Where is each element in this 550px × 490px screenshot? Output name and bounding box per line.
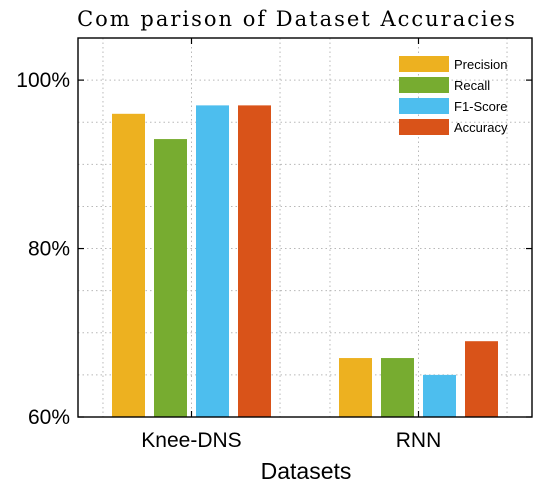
legend-label: Accuracy: [454, 120, 508, 135]
bar-accuracy-rnn: [465, 341, 498, 417]
bar-recall-knee-dns: [154, 139, 187, 418]
legend-label: Recall: [454, 78, 490, 93]
legend-swatch: [399, 77, 449, 93]
bar-recall-rnn: [381, 358, 414, 417]
y-tick-label: 60%: [28, 406, 70, 429]
chart-title: Com parison of Dataset Accuracies: [77, 7, 517, 31]
x-tick-label: RNN: [396, 429, 442, 452]
bar-accuracy-knee-dns: [238, 105, 271, 417]
legend-label: Precision: [454, 57, 507, 72]
bar-precision-rnn: [339, 358, 372, 417]
x-tick-label: Knee-DNS: [141, 429, 241, 452]
y-tick-label: 100%: [16, 69, 70, 92]
legend: Precision Recall F1-Score Accuracy: [399, 56, 508, 135]
bars: [112, 105, 498, 418]
y-axis-ticks: 60% 80% 100%: [16, 69, 532, 429]
legend-swatch: [399, 56, 449, 72]
bar-f1-score-rnn: [423, 374, 456, 417]
plot-frame: [77, 37, 533, 418]
legend-swatch: [399, 119, 449, 135]
grid-lines: [78, 38, 532, 417]
bar-precision-knee-dns: [112, 113, 145, 418]
x-axis-label: Datasets: [261, 458, 352, 484]
legend-label: F1-Score: [454, 99, 507, 114]
legend-swatch: [399, 98, 449, 114]
y-tick-label: 80%: [28, 238, 70, 261]
bar-f1-score-knee-dns: [196, 105, 229, 417]
x-axis-ticks: Knee-DNS RNN: [141, 38, 441, 452]
